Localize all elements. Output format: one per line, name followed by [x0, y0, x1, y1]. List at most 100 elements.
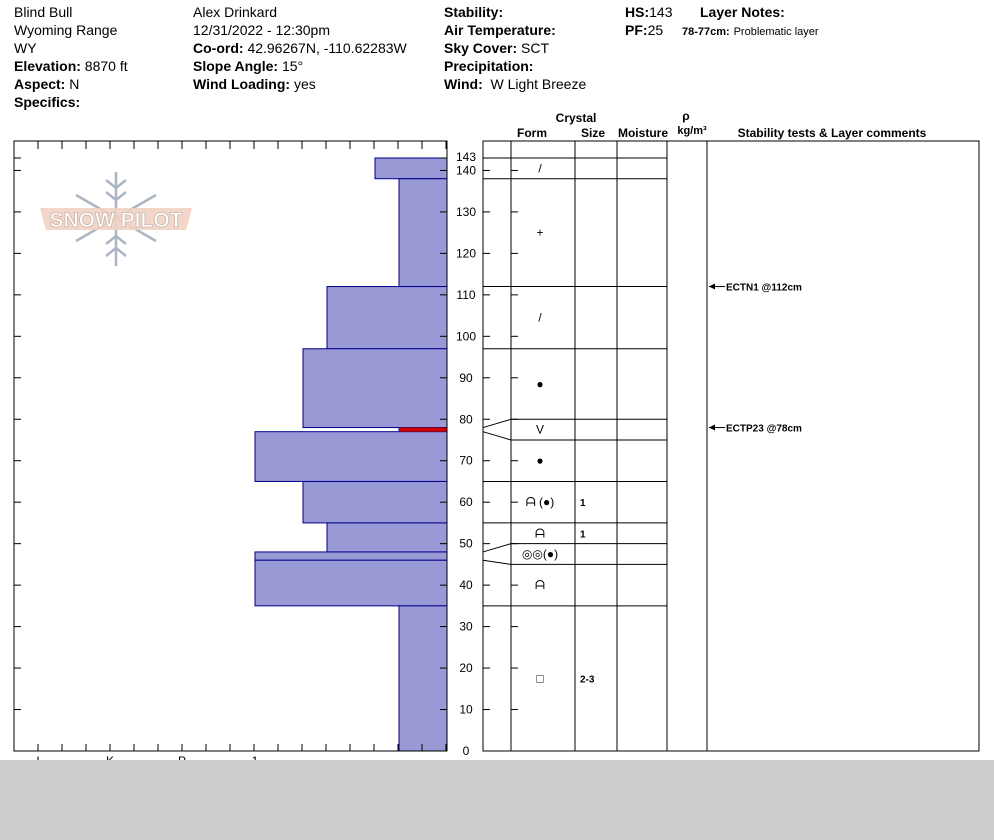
grain-form-symbol: /: [538, 161, 542, 175]
stability-arrow-head: [709, 283, 715, 290]
grain-form-symbol: ●: [536, 454, 543, 468]
hardness-bar: [254, 559, 448, 607]
layer-note-text: Problematic layer: [733, 26, 819, 38]
grain-form-symbol: V: [536, 423, 544, 437]
grain-size-value: 1: [580, 529, 586, 540]
site-range: Wyoming Range: [14, 22, 118, 38]
grain-form-symbol: ◎◎(●): [522, 547, 558, 561]
aspect-value: N: [69, 76, 80, 92]
observation-datetime: 12/31/2022 - 12:30pm: [193, 22, 330, 38]
height-tick-label: 140: [456, 163, 476, 177]
precip-label: Precipitation:: [444, 58, 534, 74]
height-tick-label: 90: [459, 371, 473, 385]
col-density-unit: kg/m³: [677, 125, 707, 137]
slope-label: Slope Angle:: [193, 58, 279, 74]
hardness-axis-label: 1: [252, 754, 259, 760]
conditions-info: Stability: Air Temperature: Sky Cover: S…: [444, 3, 586, 93]
snow-profile-chart: Crystal Form Size Moisture ρ kg/m³ Stabi…: [13, 109, 980, 760]
height-tick-label: 50: [459, 537, 473, 551]
height-tick-label: 0: [463, 744, 470, 758]
hardness-bar: [374, 157, 448, 180]
grain-form-symbol: +: [536, 226, 543, 240]
layer-connector: [482, 559, 512, 565]
height-tick-label: 40: [459, 578, 473, 592]
grain-table: / + / ● V ● ᗩ (●) 1 ᗩ 1 ◎◎(●) ᗩ □ 2-3: [522, 161, 595, 685]
site-name: Blind Bull: [14, 4, 73, 20]
hardness-bar: [326, 286, 448, 350]
grain-form-symbol: ᗩ: [535, 578, 545, 592]
grain-table-frame: [482, 140, 980, 752]
height-tick-label: 100: [456, 329, 476, 343]
layer-notes: Layer Notes: 78-77cm: Problematic layer: [682, 3, 819, 41]
logo-text: SNOW PILOT: [50, 209, 183, 232]
stability-arrow-head: [709, 424, 715, 431]
wind-loading-label: Wind Loading:: [193, 76, 291, 92]
height-tick-label: 130: [456, 205, 476, 219]
coord-label: Co-ord:: [193, 40, 244, 56]
grain-size-value: 2-3: [580, 674, 595, 685]
hardness-axis-label: P: [178, 754, 186, 760]
col-moisture: Moisture: [618, 126, 668, 140]
stability-marks: ECTN1 @112cm ECTP23 @78cm: [709, 283, 802, 435]
hs-value: 143: [649, 4, 673, 20]
elevation-label: Elevation:: [14, 58, 81, 74]
layer-connector: [482, 431, 512, 441]
layer-notes-label: Layer Notes:: [700, 4, 785, 20]
stability-label: Stability:: [444, 4, 504, 20]
footer-area: [0, 760, 994, 840]
height-tick-label: 10: [459, 703, 473, 717]
grain-form-symbol: ●: [536, 377, 543, 391]
problem-layer-marker: [399, 427, 447, 432]
stability-test-label: ECTN1 @112cm: [726, 283, 802, 294]
height-tick-label: 120: [456, 246, 476, 260]
hardness-axis-label: K: [106, 754, 114, 760]
stability-test-label: ECTP23 @78cm: [726, 424, 802, 435]
hs-label: HS:: [625, 4, 650, 20]
height-tick-label: 143: [456, 150, 476, 164]
pf-label: PF:: [625, 22, 648, 38]
observer-info: Alex Drinkard 12/31/2022 - 12:30pm Co-or…: [193, 3, 407, 93]
col-size: Size: [581, 126, 605, 140]
height-tick-label: 30: [459, 620, 473, 634]
layer-connector: [482, 543, 512, 553]
layer-connector: [482, 418, 512, 429]
wind-label: Wind:: [444, 76, 483, 92]
site-info: Blind Bull Wyoming Range WY Elevation: 8…: [14, 3, 128, 111]
observer-name: Alex Drinkard: [193, 4, 278, 20]
sky-label: Sky Cover:: [444, 40, 518, 56]
hardness-axis-label: I: [36, 754, 39, 760]
height-tick-label: 110: [456, 288, 475, 302]
slope-value: 15°: [281, 58, 304, 74]
snowpilot-logo: SNOW PILOT: [40, 172, 192, 266]
layer-note-range: 78-77cm:: [682, 26, 730, 38]
wind-loading-value: yes: [293, 76, 316, 92]
site-state: WY: [14, 40, 37, 56]
hardness-bars: [254, 157, 448, 752]
hardness-bar: [254, 551, 448, 561]
grid-lines: [13, 140, 980, 752]
hardness-bar: [302, 480, 448, 524]
hardness-bar: [254, 431, 448, 482]
elevation: Elevation: 8870 ft: [14, 57, 128, 75]
hardness-bar: [398, 178, 448, 288]
aspect: Aspect: N: [14, 75, 128, 93]
height-tick-label: 80: [459, 412, 473, 426]
elevation-value: 8870 ft: [84, 58, 128, 74]
grain-form-symbol: ᗩ (●): [526, 495, 555, 509]
hardness-bar: [302, 348, 448, 429]
pf-value: 25: [647, 22, 664, 38]
aspect-label: Aspect:: [14, 76, 66, 92]
grain-form-symbol: □: [536, 671, 543, 685]
grain-form-symbol: ᗩ: [535, 526, 545, 540]
hardness-bar: [326, 522, 448, 553]
wind-value: W Light Breeze: [490, 76, 587, 92]
coord-value: 42.96267N, -110.62283W: [247, 40, 407, 56]
air-temp-label: Air Temperature:: [444, 22, 556, 38]
height-tick-label: 70: [459, 454, 473, 468]
snowpack-info: HS:143 PF:25: [625, 3, 672, 39]
grain-form-symbol: /: [538, 311, 542, 325]
specifics-label: Specifics:: [14, 94, 81, 110]
height-tick-label: 60: [459, 495, 473, 509]
sky-value: SCT: [521, 40, 550, 56]
col-stability: Stability tests & Layer comments: [738, 126, 927, 140]
